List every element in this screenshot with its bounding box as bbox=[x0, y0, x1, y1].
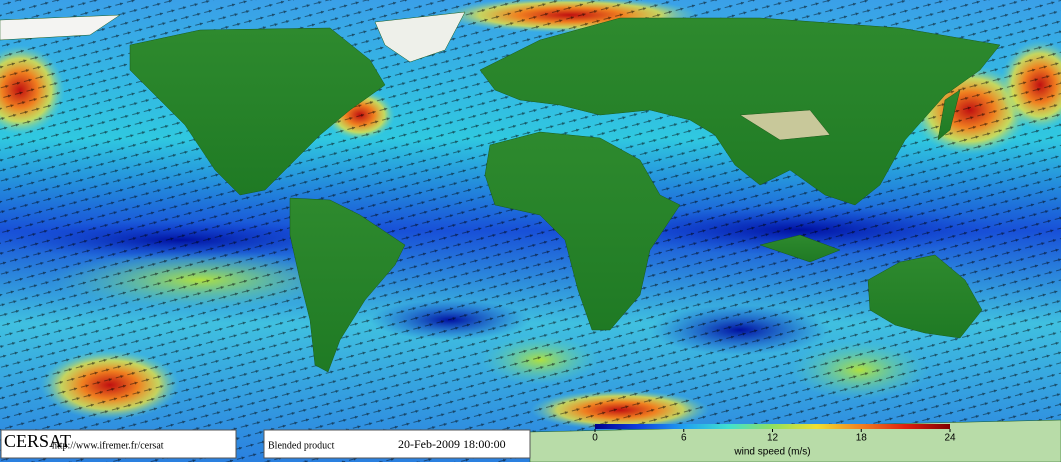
colorbar-bar bbox=[595, 424, 950, 429]
product: Blended product bbox=[268, 440, 335, 451]
colorbar-tick-label: 6 bbox=[681, 433, 687, 444]
url: http://www.ifremer.fr/cersat bbox=[52, 440, 164, 451]
colorbar-tick-label: 12 bbox=[767, 433, 779, 444]
logo: CERSAT bbox=[4, 431, 71, 451]
info-box bbox=[263, 429, 531, 459]
footer: CERSAT http://www.ifremer.fr/cersat Blen… bbox=[0, 424, 956, 459]
colorbar-tick-label: 24 bbox=[944, 433, 956, 444]
logo-box bbox=[0, 429, 237, 459]
timestamp: 20-Feb-2009 18:00:00 bbox=[398, 437, 506, 451]
continents bbox=[0, 11, 1061, 462]
colorbar: 0 6 12 18 24 wind speed (m/s) bbox=[592, 424, 956, 458]
colorbar-tick-label: 0 bbox=[592, 433, 598, 444]
colorbar-label: wind speed (m/s) bbox=[733, 447, 810, 458]
colorbar-tick-label: 18 bbox=[856, 433, 868, 444]
